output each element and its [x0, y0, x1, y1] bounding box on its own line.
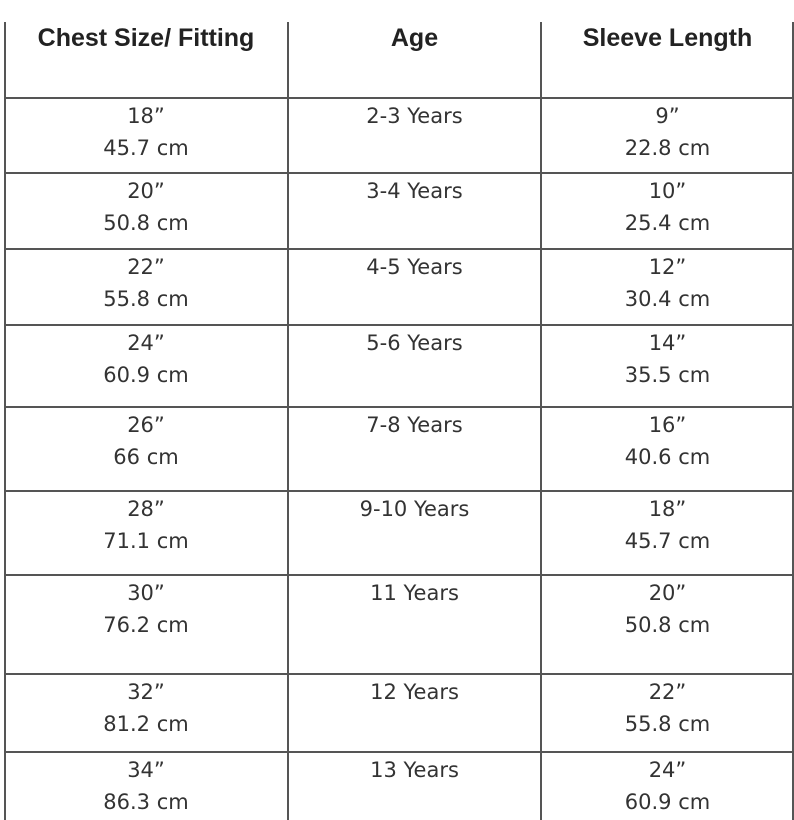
row-border — [4, 406, 794, 408]
row-border — [4, 673, 794, 675]
sleeve-in: 14” — [648, 331, 687, 355]
sleeve-length-cell: 14” 35.5 cm — [541, 327, 794, 391]
sleeve-in: 24” — [648, 758, 687, 782]
age: 11 Years — [370, 581, 459, 605]
age-cell: 3-4 Years — [288, 175, 541, 207]
sleeve-cm: 45.7 cm — [624, 529, 711, 553]
age-cell: 13 Years — [288, 754, 541, 786]
chest-cm: 76.2 cm — [103, 613, 189, 637]
age: 12 Years — [370, 680, 459, 704]
sleeve-length-cell: 18” 45.7 cm — [541, 493, 794, 557]
chest-size-cell: 28” 71.1 cm — [4, 493, 288, 557]
chest-cm: 66 cm — [113, 445, 179, 469]
sleeve-in: 22” — [648, 680, 687, 704]
sleeve-length-cell: 12” 30.4 cm — [541, 251, 794, 315]
sleeve-length-cell: 16” 40.6 cm — [541, 409, 794, 473]
chest-in: 28” — [127, 497, 165, 521]
age: 4-5 Years — [366, 255, 463, 279]
sleeve-in: 9” — [655, 104, 680, 128]
sleeve-in: 16” — [648, 413, 687, 437]
age: 3-4 Years — [366, 179, 463, 203]
sleeve-length-cell: 24” 60.9 cm — [541, 754, 794, 818]
header-chest-size: Chest Size/ Fitting — [37, 24, 255, 52]
row-border — [4, 97, 794, 99]
chest-cm: 50.8 cm — [103, 211, 189, 235]
sleeve-length-cell: 20” 50.8 cm — [541, 577, 794, 641]
sleeve-in: 10” — [648, 179, 687, 203]
chest-size-cell: 32” 81.2 cm — [4, 676, 288, 740]
chest-in: 18” — [127, 104, 165, 128]
sleeve-cm: 40.6 cm — [624, 445, 711, 469]
column-border — [4, 22, 6, 820]
chest-size-cell: 24” 60.9 cm — [4, 327, 288, 391]
chest-in: 24” — [127, 331, 165, 355]
sleeve-cm: 60.9 cm — [624, 790, 711, 814]
chest-cm: 81.2 cm — [103, 712, 189, 736]
row-border — [4, 490, 794, 492]
row-border — [4, 574, 794, 576]
chest-in: 34” — [127, 758, 165, 782]
sleeve-cm: 50.8 cm — [624, 613, 711, 637]
column-border — [287, 22, 289, 820]
age: 2-3 Years — [366, 104, 463, 128]
row-border — [4, 172, 794, 174]
sleeve-cm: 30.4 cm — [624, 287, 711, 311]
age-cell: 4-5 Years — [288, 251, 541, 283]
age-cell: 5-6 Years — [288, 327, 541, 359]
chest-size-cell: 26” 66 cm — [4, 409, 288, 473]
age: 5-6 Years — [366, 331, 463, 355]
sleeve-length-cell: 10” 25.4 cm — [541, 175, 794, 239]
age: 13 Years — [370, 758, 459, 782]
chest-size-cell: 18” 45.7 cm — [4, 100, 288, 164]
age-cell: 9-10 Years — [288, 493, 541, 525]
chest-cm: 55.8 cm — [103, 287, 189, 311]
row-border — [4, 751, 794, 753]
sleeve-cm: 25.4 cm — [624, 211, 711, 235]
sleeve-length-cell: 9” 22.8 cm — [541, 100, 794, 164]
age: 9-10 Years — [359, 497, 470, 521]
age-cell: 12 Years — [288, 676, 541, 708]
header-sleeve-length: Sleeve Length — [582, 24, 753, 52]
chest-cm: 86.3 cm — [103, 790, 189, 814]
chest-cm: 71.1 cm — [103, 529, 189, 553]
chest-in: 20” — [127, 179, 165, 203]
sleeve-length-cell: 22” 55.8 cm — [541, 676, 794, 740]
row-border — [4, 324, 794, 326]
sleeve-cm: 55.8 cm — [624, 712, 711, 736]
chest-size-cell: 20” 50.8 cm — [4, 175, 288, 239]
sleeve-in: 18” — [648, 497, 687, 521]
chest-size-cell: 34” 86.3 cm — [4, 754, 288, 818]
age-cell: 7-8 Years — [288, 409, 541, 441]
chest-size-cell: 30” 76.2 cm — [4, 577, 288, 641]
sleeve-cm: 22.8 cm — [624, 136, 711, 160]
chest-in: 32” — [127, 680, 165, 704]
header-age: Age — [390, 24, 439, 52]
chest-size-cell: 22” 55.8 cm — [4, 251, 288, 315]
sleeve-cm: 35.5 cm — [624, 363, 711, 387]
age-cell: 11 Years — [288, 577, 541, 609]
sleeve-in: 20” — [648, 581, 687, 605]
column-border — [540, 22, 542, 820]
age: 7-8 Years — [366, 413, 463, 437]
chest-cm: 60.9 cm — [103, 363, 189, 387]
chest-in: 22” — [127, 255, 165, 279]
age-cell: 2-3 Years — [288, 100, 541, 132]
chest-in: 30” — [127, 581, 165, 605]
row-border — [4, 248, 794, 250]
chest-cm: 45.7 cm — [103, 136, 189, 160]
column-border — [792, 22, 794, 820]
sleeve-in: 12” — [648, 255, 687, 279]
chest-in: 26” — [127, 413, 165, 437]
